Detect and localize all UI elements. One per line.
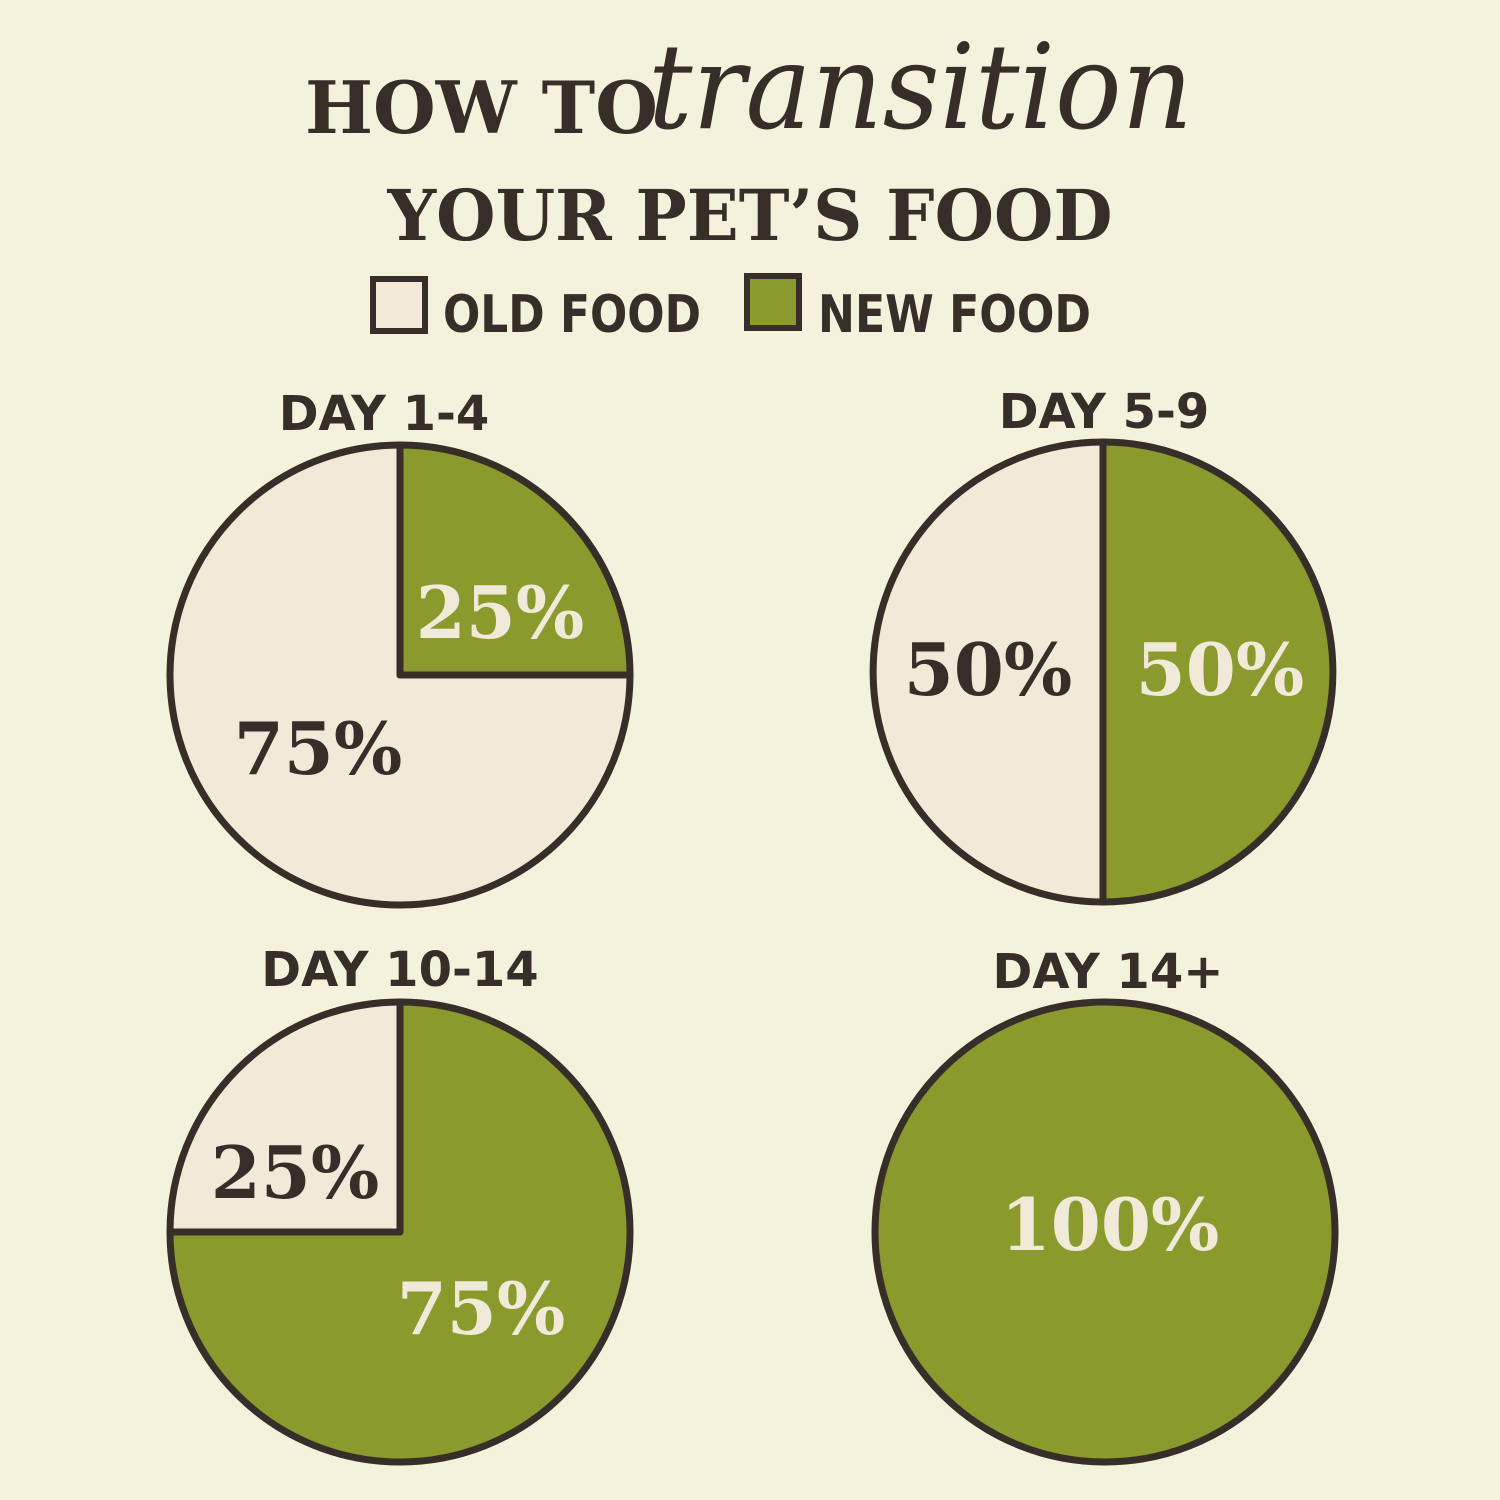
pie-4-new-slice [871,998,1339,1466]
pie-1-new-slice [396,441,634,679]
pie-2-label: DAY 5-9 [999,384,1210,440]
pie-4-new-pct: 100% [1001,1182,1220,1267]
pie-1-label: DAY 1-4 [279,386,490,442]
pie-3-new-pct: 75% [397,1266,566,1351]
chart-title: HOW TO transition YOUR PET’S FOOD [305,18,1193,257]
pie-3-label: DAY 10-14 [261,942,538,998]
legend-swatch-new [744,273,802,331]
pie-2-new-slice [1099,438,1337,906]
pie-labels: 25% 75% 50% 50% 25% 75% 100% [211,570,1305,1351]
title-transition: transition [648,18,1193,156]
pie-2-old-slice [869,438,1107,906]
pie-3-old-slice [166,998,404,1236]
pies [166,438,1339,1466]
pie-1-new-pct: 25% [416,570,585,655]
legend-label-old: OLD FOOD [443,285,701,345]
pie-1-old-slice [166,441,634,909]
title-how-to: HOW TO [305,65,658,150]
legend: OLD FOOD NEW FOOD [370,273,1091,345]
pie-3-old-pct: 25% [211,1130,380,1215]
pie-2-old-pct: 50% [904,627,1073,712]
legend-swatch-old [370,276,428,334]
pie-1-old-pct: 75% [234,706,403,791]
title-subtitle: YOUR PET’S FOOD [387,174,1113,257]
pie-4-label: DAY 14+ [993,944,1224,1000]
pie-3-new-slice [166,998,634,1466]
pie-2-new-pct: 50% [1136,627,1305,712]
legend-label-new: NEW FOOD [818,285,1091,345]
